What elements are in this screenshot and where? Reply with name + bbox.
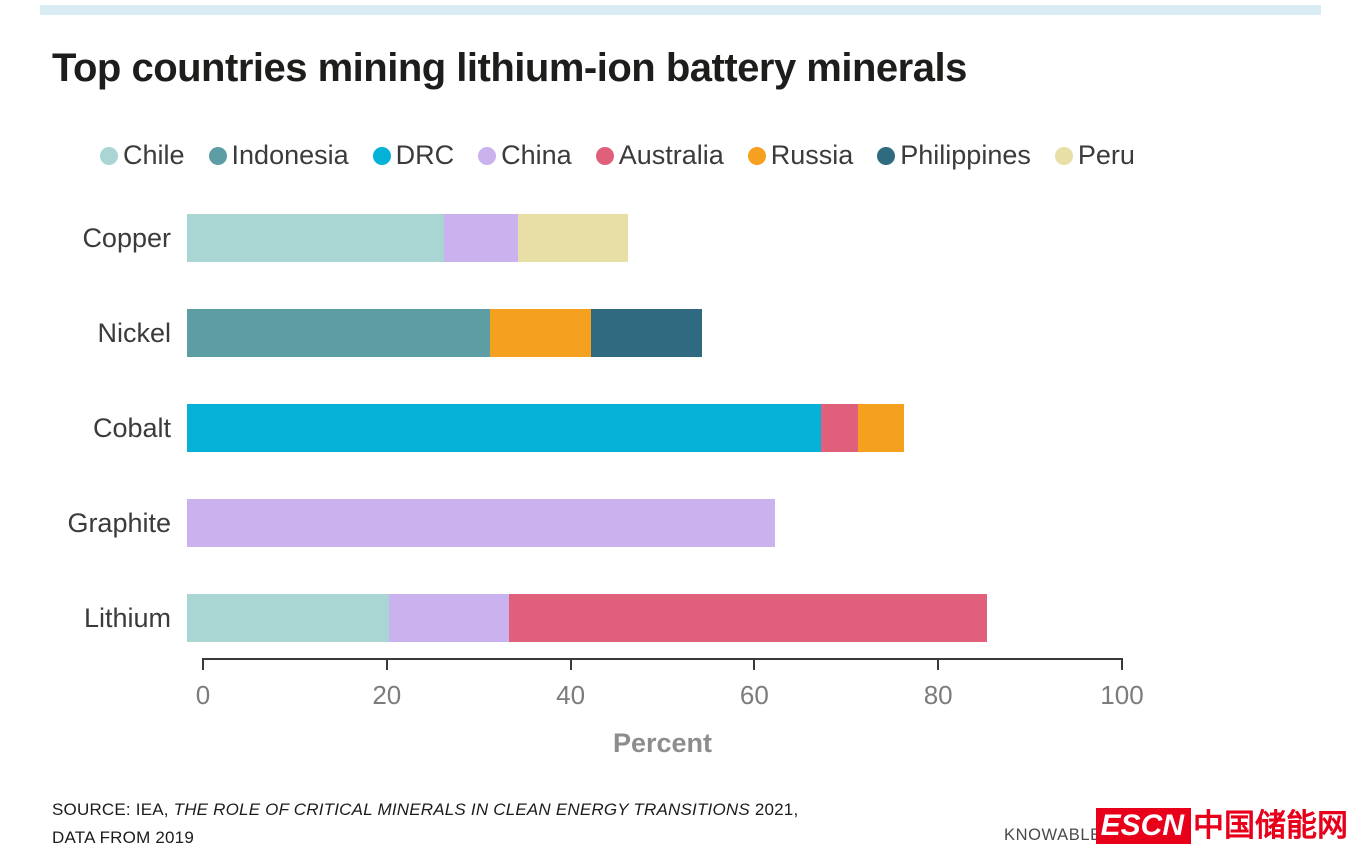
- bar-track: [187, 309, 1106, 357]
- legend: Chile Indonesia DRC China Australia Russia Phi…: [100, 140, 1135, 171]
- bar-track: [187, 499, 1106, 547]
- bar-segment-australia: [821, 404, 858, 452]
- category-label: Graphite: [67, 507, 171, 538]
- x-tick: [937, 658, 940, 670]
- bar-segment-drc: [187, 404, 822, 452]
- legend-dot-icon: [747, 146, 766, 165]
- bar-segment-indonesia: [187, 309, 491, 357]
- legend-item-chile: Chile: [100, 140, 185, 171]
- category-label: Copper: [82, 222, 171, 253]
- legend-label: Chile: [123, 140, 185, 170]
- bar-segment-australia: [508, 594, 987, 642]
- x-tick-label: 40: [556, 680, 586, 710]
- source-note: SOURCE: IEA, THE ROLE OF CRITICAL MINERA…: [52, 796, 798, 852]
- x-tick-label: 80: [923, 680, 953, 710]
- legend-label: Indonesia: [231, 140, 349, 170]
- category-label: Nickel: [97, 317, 171, 348]
- legend-dot-icon: [478, 146, 497, 165]
- page-title: Top countries mining lithium-ion battery…: [52, 46, 967, 90]
- x-tick-label: 100: [1100, 680, 1144, 710]
- source-report-title: THE ROLE OF CRITICAL MINERALS IN CLEAN E…: [173, 800, 750, 819]
- bar-track: [187, 594, 1106, 642]
- category-label: Lithium: [83, 602, 171, 633]
- bar-track: [187, 404, 1106, 452]
- bar-track: [187, 214, 1106, 262]
- x-tick: [569, 658, 572, 670]
- escn-logo-text: ESCN: [1095, 808, 1191, 844]
- legend-item-indonesia: Indonesia: [208, 140, 349, 171]
- legend-item-philippines: Philippines: [877, 140, 1031, 171]
- legend-item-australia: Australia: [595, 140, 724, 171]
- chart-row-graphite: Graphite: [0, 499, 1360, 547]
- chart-row-copper: Copper: [0, 214, 1360, 262]
- x-axis-line: [203, 658, 1122, 660]
- x-axis-title: Percent: [612, 728, 713, 758]
- bar-segment-china: [187, 499, 776, 547]
- x-tick: [202, 658, 204, 670]
- x-tick-label: 0: [195, 680, 211, 710]
- source-prefix: SOURCE: IEA,: [52, 800, 174, 819]
- bar-segment-china: [389, 594, 509, 642]
- legend-dot-icon: [595, 146, 614, 165]
- stacked-bar-chart: Copper Nickel Cobalt Graphite Lithium Percen…: [0, 214, 1360, 778]
- legend-dot-icon: [208, 146, 227, 165]
- source-line1: SOURCE: IEA, THE ROLE OF CRITICAL MINERA…: [52, 796, 798, 824]
- escn-logo-chinese: 中国储能网: [1193, 808, 1348, 843]
- escn-logo: ESCN 中国储能网: [1095, 808, 1348, 844]
- x-tick-label: 20: [372, 680, 402, 710]
- x-tick: [1121, 658, 1123, 670]
- chart-row-cobalt: Cobalt: [0, 404, 1360, 452]
- legend-label: Peru: [1077, 140, 1135, 170]
- chart-row-nickel: Nickel: [0, 309, 1360, 357]
- bar-segment-russia: [857, 404, 904, 452]
- legend-item-drc: DRC: [372, 140, 455, 171]
- legend-dot-icon: [877, 146, 896, 165]
- legend-label: Russia: [770, 140, 854, 170]
- x-axis: Percent 0 20 40 60 80 100: [196, 658, 1144, 778]
- legend-dot-icon: [100, 146, 118, 165]
- source-suffix: 2021,: [749, 800, 799, 819]
- legend-dot-icon: [372, 146, 391, 165]
- bar-segment-china: [444, 214, 518, 262]
- legend-item-peru: Peru: [1054, 140, 1135, 171]
- chart-rows: Copper Nickel Cobalt Graphite Lithium: [0, 214, 1360, 642]
- legend-label: DRC: [395, 140, 455, 170]
- legend-dot-icon: [1054, 146, 1073, 165]
- source-line2: DATA FROM 2019: [52, 828, 194, 847]
- legend-label: Philippines: [900, 140, 1031, 170]
- category-label: Cobalt: [92, 412, 171, 443]
- top-accent-strip: [40, 5, 1321, 15]
- bar-segment-chile: [187, 594, 390, 642]
- legend-item-china: China: [478, 140, 572, 171]
- bar-segment-chile: [187, 214, 445, 262]
- x-tick: [753, 658, 756, 670]
- x-tick-label: 60: [739, 680, 769, 710]
- x-tick: [385, 658, 388, 670]
- legend-item-russia: Russia: [747, 140, 854, 171]
- bar-segment-russia: [490, 309, 592, 357]
- legend-label: China: [501, 140, 572, 170]
- chart-row-lithium: Lithium: [0, 594, 1360, 642]
- legend-label: Australia: [618, 140, 724, 170]
- bar-segment-philippines: [591, 309, 702, 357]
- bar-segment-peru: [517, 214, 629, 262]
